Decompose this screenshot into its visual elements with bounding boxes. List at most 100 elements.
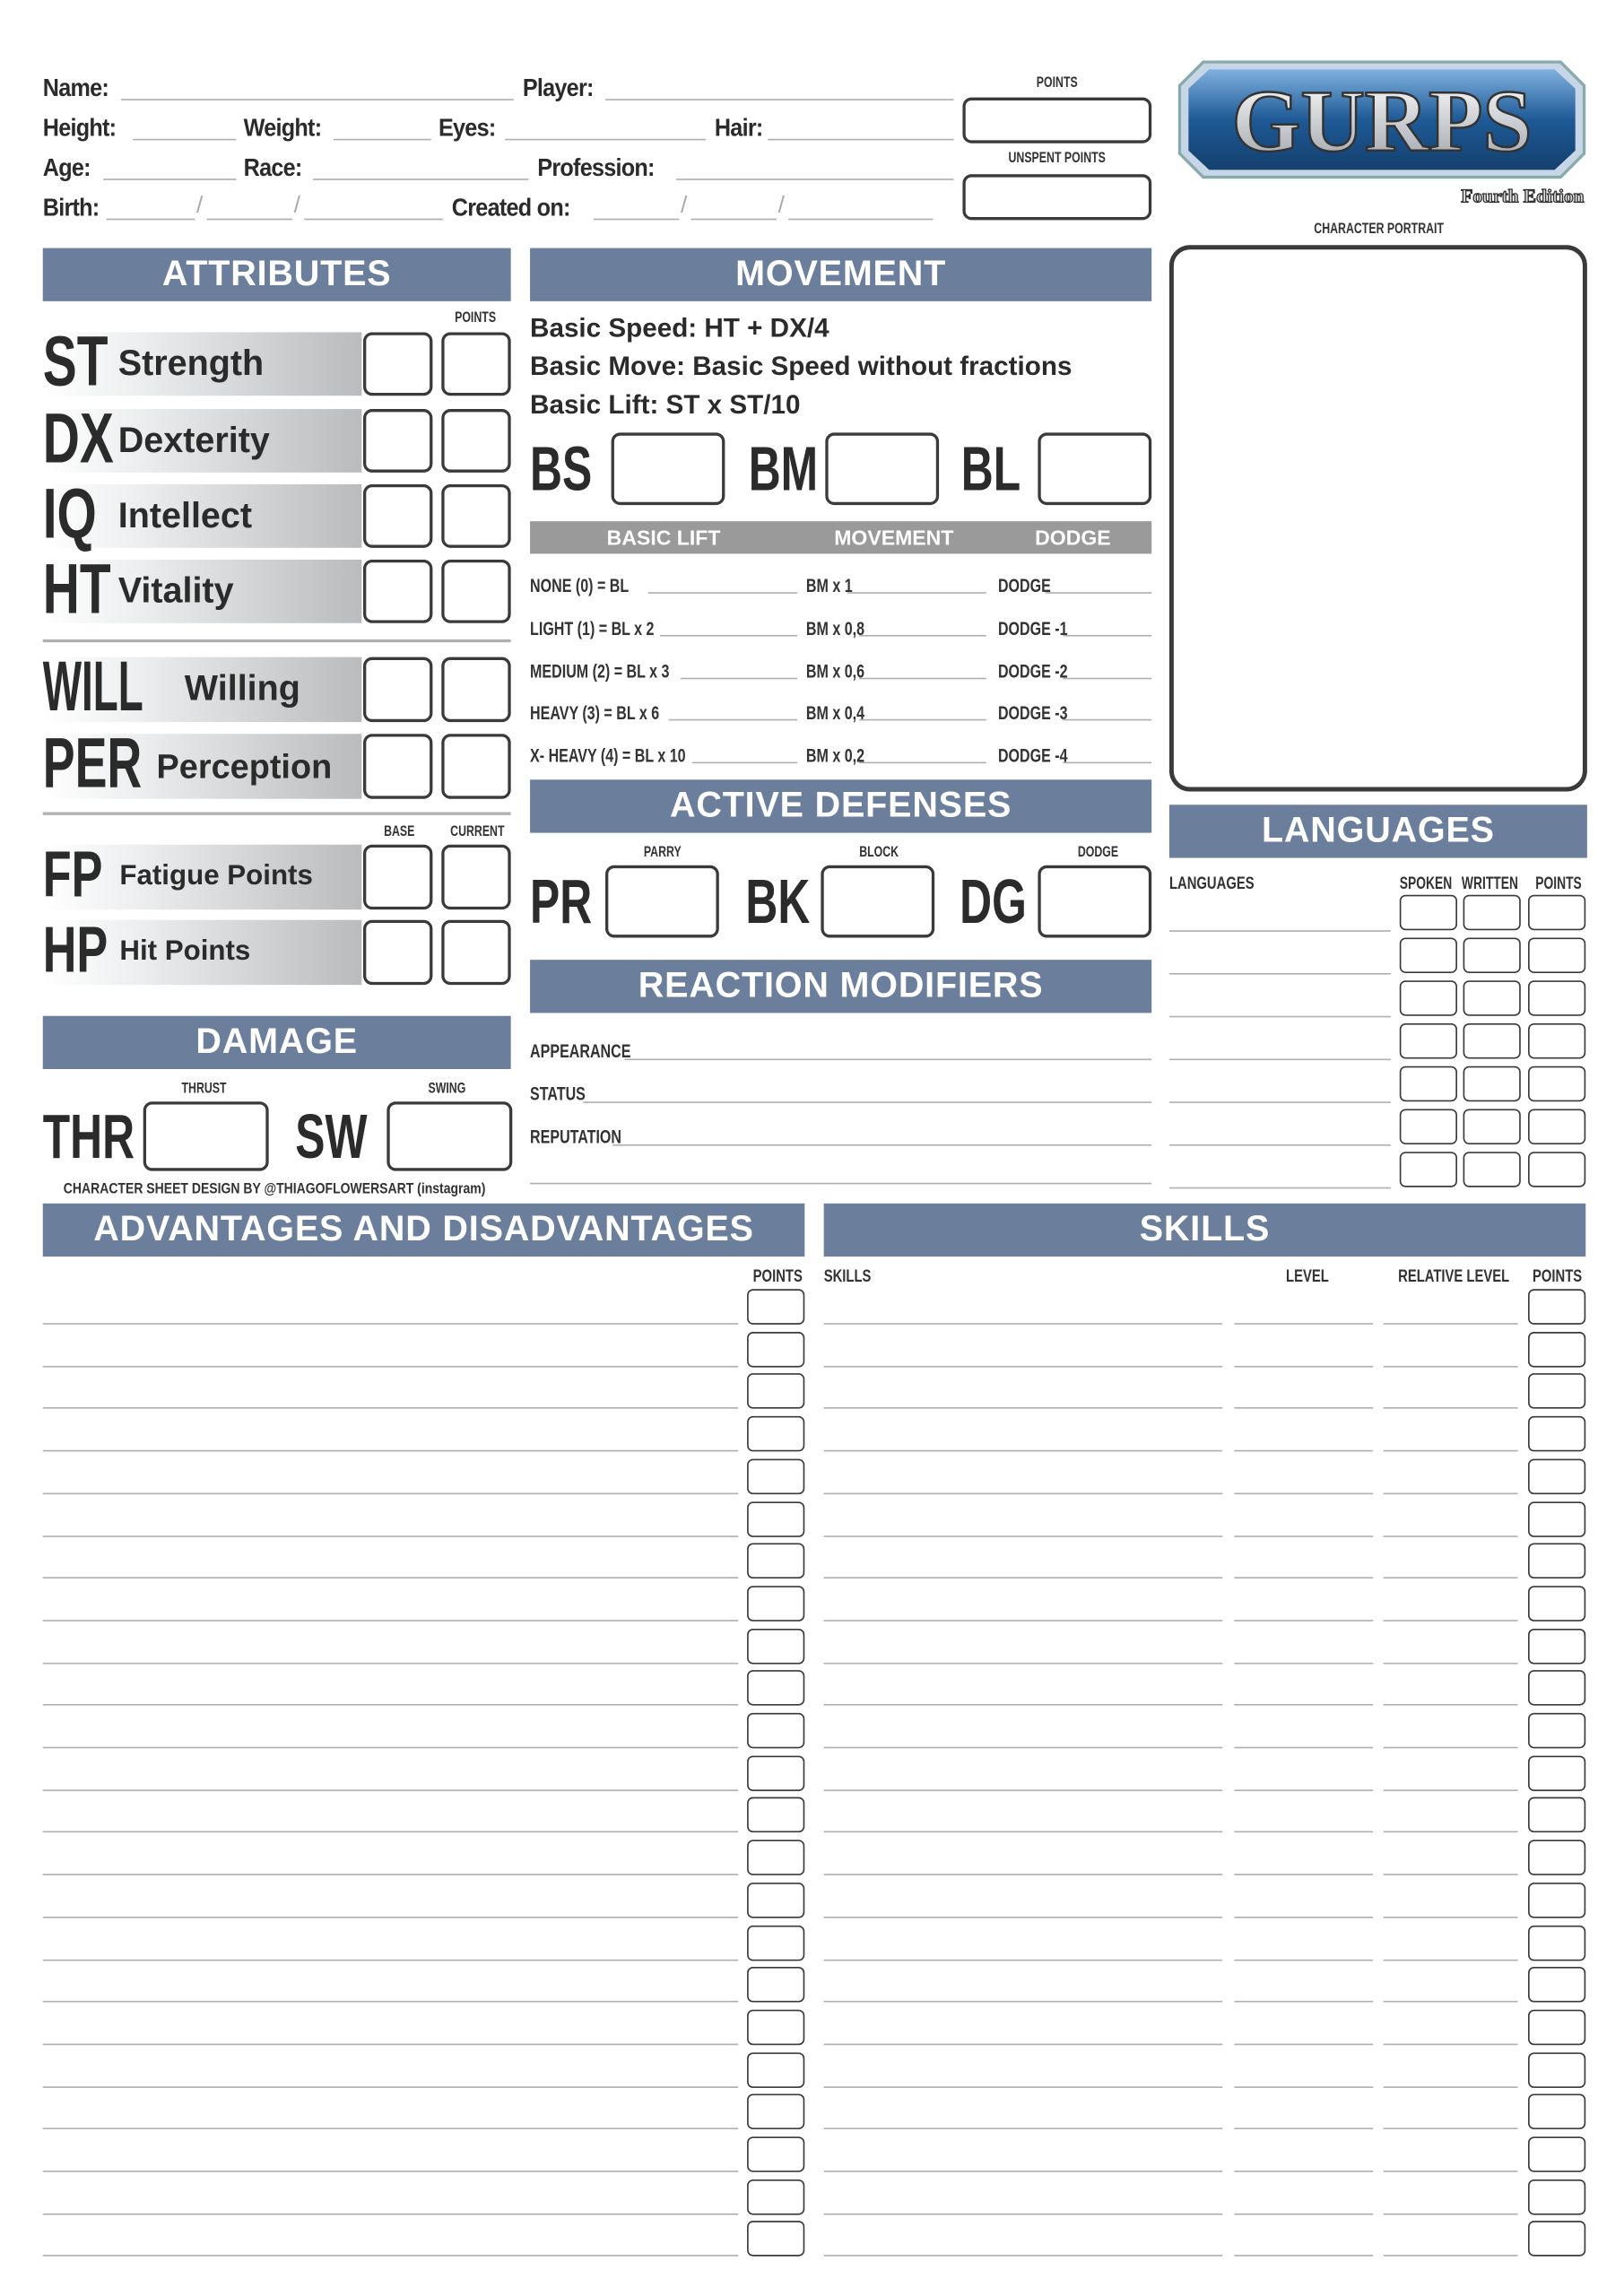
skill-level-field[interactable] xyxy=(1234,1323,1374,1325)
skill-name-field[interactable] xyxy=(823,2255,1223,2257)
reaction-field[interactable] xyxy=(583,1101,1152,1103)
encumbrance-field[interactable] xyxy=(647,592,798,594)
advantage-points-box[interactable] xyxy=(747,1331,805,1368)
fp-points-box[interactable] xyxy=(441,844,511,910)
advantage-points-box[interactable] xyxy=(747,2136,805,2172)
language-written-box[interactable] xyxy=(1463,1022,1521,1059)
advantage-field[interactable] xyxy=(42,1746,739,1749)
skill-level-field[interactable] xyxy=(1234,2213,1374,2215)
skill-points-box[interactable] xyxy=(1528,1628,1586,1664)
advantage-field[interactable] xyxy=(42,1535,739,1537)
encumbrance-field[interactable] xyxy=(692,761,798,764)
advantage-field[interactable] xyxy=(42,1958,739,1961)
skill-level-field[interactable] xyxy=(1234,1874,1374,1876)
encumbrance-field[interactable] xyxy=(1063,634,1152,637)
skill-level-field[interactable] xyxy=(1234,1619,1374,1622)
birth-day-field[interactable] xyxy=(106,218,195,221)
language-spoken-box[interactable] xyxy=(1399,1109,1457,1144)
language-points-box[interactable] xyxy=(1528,1065,1586,1102)
skill-name-field[interactable] xyxy=(823,2085,1223,2088)
language-points-box[interactable] xyxy=(1528,1022,1586,1059)
advantage-points-box[interactable] xyxy=(747,1373,805,1410)
encumbrance-field[interactable] xyxy=(659,634,798,637)
dx-points-box[interactable] xyxy=(441,409,511,473)
advantage-points-box[interactable] xyxy=(747,2221,805,2257)
reaction-extra-field[interactable] xyxy=(530,1182,1152,1185)
will-value-box[interactable] xyxy=(363,657,433,723)
language-spoken-box[interactable] xyxy=(1399,1152,1457,1187)
skill-relative-level-field[interactable] xyxy=(1383,1958,1518,1961)
language-name-field[interactable] xyxy=(1168,1015,1391,1018)
skill-points-box[interactable] xyxy=(1528,1458,1586,1494)
skill-relative-level-field[interactable] xyxy=(1383,1577,1518,1579)
weight-field[interactable] xyxy=(334,138,431,141)
st-value-box[interactable] xyxy=(363,332,433,396)
reaction-field[interactable] xyxy=(612,1144,1152,1146)
skill-level-field[interactable] xyxy=(1234,1365,1374,1368)
skill-name-field[interactable] xyxy=(823,1874,1223,1876)
language-written-box[interactable] xyxy=(1463,1109,1521,1144)
iq-points-box[interactable] xyxy=(441,484,511,548)
advantage-field[interactable] xyxy=(42,2213,739,2215)
ht-points-box[interactable] xyxy=(441,559,511,623)
advantage-field[interactable] xyxy=(42,1704,739,1707)
basic-lift-box[interactable] xyxy=(1038,432,1152,506)
advantage-points-box[interactable] xyxy=(747,1882,805,1918)
skill-name-field[interactable] xyxy=(823,1662,1223,1664)
skill-name-field[interactable] xyxy=(823,1535,1223,1537)
skill-level-field[interactable] xyxy=(1234,2170,1374,2172)
skill-level-field[interactable] xyxy=(1234,1492,1374,1494)
skill-name-field[interactable] xyxy=(823,2001,1223,2003)
skill-name-field[interactable] xyxy=(823,1958,1223,1961)
advantage-points-box[interactable] xyxy=(747,2094,805,2130)
birth-month-field[interactable] xyxy=(206,218,292,221)
parry-box[interactable] xyxy=(605,865,719,938)
advantage-field[interactable] xyxy=(42,1788,739,1791)
skill-level-field[interactable] xyxy=(1234,2001,1374,2003)
language-written-box[interactable] xyxy=(1463,1152,1521,1187)
language-name-field[interactable] xyxy=(1168,1101,1391,1103)
advantage-points-box[interactable] xyxy=(747,1628,805,1664)
skill-points-box[interactable] xyxy=(1528,1755,1586,1791)
skill-name-field[interactable] xyxy=(823,1323,1223,1325)
skill-relative-level-field[interactable] xyxy=(1383,1662,1518,1664)
per-value-box[interactable] xyxy=(363,734,433,799)
advantage-field[interactable] xyxy=(42,2001,739,2003)
hp-points-box[interactable] xyxy=(441,919,511,986)
skill-name-field[interactable] xyxy=(823,1831,1223,1833)
will-points-box[interactable] xyxy=(441,657,511,723)
encumbrance-field[interactable] xyxy=(1045,592,1152,594)
encumbrance-field[interactable] xyxy=(680,677,798,680)
skill-relative-level-field[interactable] xyxy=(1383,1407,1518,1410)
advantage-points-box[interactable] xyxy=(747,1670,805,1707)
skill-name-field[interactable] xyxy=(823,1577,1223,1579)
skill-level-field[interactable] xyxy=(1234,2085,1374,2088)
skill-level-field[interactable] xyxy=(1234,1916,1374,1918)
skill-relative-level-field[interactable] xyxy=(1383,1831,1518,1833)
encumbrance-field[interactable] xyxy=(668,718,798,721)
hp-value-box[interactable] xyxy=(363,919,433,986)
encumbrance-field[interactable] xyxy=(859,634,986,637)
advantage-field[interactable] xyxy=(42,1662,739,1664)
dodge-box[interactable] xyxy=(1038,865,1152,938)
portrait-box[interactable] xyxy=(1168,245,1587,792)
skill-relative-level-field[interactable] xyxy=(1383,2213,1518,2215)
advantage-field[interactable] xyxy=(42,2043,739,2046)
advantage-field[interactable] xyxy=(42,1323,739,1325)
eyes-field[interactable] xyxy=(505,138,706,141)
skill-points-box[interactable] xyxy=(1528,2051,1586,2088)
advantage-points-box[interactable] xyxy=(747,1416,805,1452)
skill-name-field[interactable] xyxy=(823,1449,1223,1452)
skill-relative-level-field[interactable] xyxy=(1383,1874,1518,1876)
birth-year-field[interactable] xyxy=(304,218,443,221)
language-written-box[interactable] xyxy=(1463,937,1521,973)
language-spoken-box[interactable] xyxy=(1399,894,1457,931)
race-field[interactable] xyxy=(313,178,529,180)
language-written-box[interactable] xyxy=(1463,1065,1521,1102)
advantage-field[interactable] xyxy=(42,1577,739,1579)
language-points-box[interactable] xyxy=(1528,894,1586,931)
iq-value-box[interactable] xyxy=(363,484,433,548)
language-name-field[interactable] xyxy=(1168,1144,1391,1146)
profession-field[interactable] xyxy=(676,178,954,180)
created-month-field[interactable] xyxy=(690,218,777,221)
